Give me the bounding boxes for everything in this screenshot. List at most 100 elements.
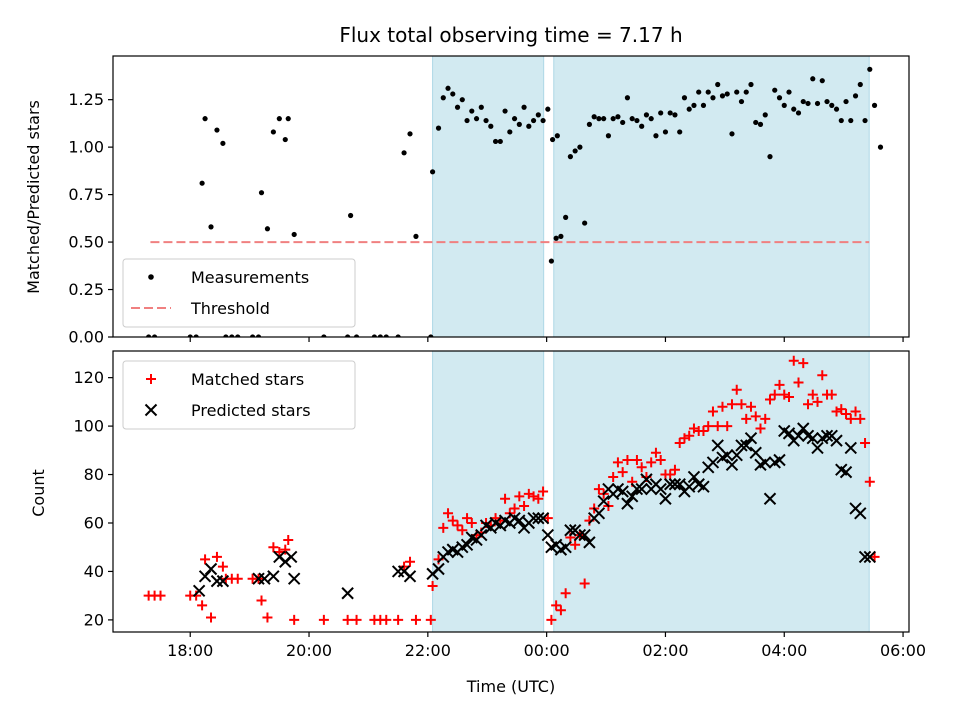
predicted-star-point — [287, 572, 301, 585]
measurement-point — [548, 258, 554, 264]
measurement-point — [715, 81, 721, 88]
measurement-point — [249, 334, 256, 337]
predicted-star-point — [564, 524, 577, 537]
measurement-point — [772, 87, 778, 93]
matched-star-point — [443, 508, 454, 519]
measurement-point — [800, 98, 806, 105]
measurement-point — [639, 123, 645, 129]
matched-star-point — [674, 438, 685, 449]
measurement-point — [696, 89, 702, 95]
matched-star-point — [612, 457, 623, 468]
measurement-point — [795, 110, 802, 116]
matched-star-point — [869, 551, 880, 562]
matched-star-point — [803, 399, 814, 410]
legend: Matched stars Predicted stars — [122, 360, 356, 430]
measurement-point — [429, 169, 436, 175]
predicted-star-point — [782, 427, 796, 440]
x-tick-label: 18:00 — [167, 641, 213, 660]
predicted-star-point — [654, 482, 667, 496]
matched-star-point — [318, 614, 329, 625]
predicted-star-point — [763, 492, 777, 505]
predicted-star-point — [687, 470, 701, 484]
measurement-point — [563, 214, 569, 220]
matched-star-point — [500, 493, 511, 504]
matched-star-point — [427, 580, 438, 591]
measurement-point — [530, 117, 537, 124]
predicted-star-point — [854, 507, 867, 520]
measurement-point — [345, 334, 351, 337]
measurement-point — [753, 119, 759, 126]
matched-star-point — [438, 522, 449, 533]
legend-label: Predicted stars — [191, 401, 311, 420]
matched-star-point — [707, 406, 718, 417]
legend-label: Measurements — [191, 268, 309, 287]
matched-star-point — [289, 614, 300, 625]
matched-star-point — [736, 399, 747, 410]
matched-star-point — [760, 413, 771, 424]
axes-frame — [112, 350, 910, 633]
matched-star-point — [206, 612, 217, 623]
measurement-point — [208, 224, 214, 230]
matched-star-point — [280, 544, 291, 555]
predicted-star-point — [773, 453, 786, 467]
matched-star-point — [836, 404, 847, 415]
measurement-point — [483, 117, 489, 124]
measurement-point — [511, 116, 518, 122]
measurement-point — [871, 102, 878, 108]
shaded-interval-0 — [432, 350, 545, 633]
matched-star-point — [425, 614, 436, 625]
measurement-point — [781, 102, 787, 108]
matched-star-point — [665, 469, 676, 480]
predicted-star-point — [839, 465, 853, 479]
measurement-point — [601, 116, 607, 122]
predicted-star-point — [285, 550, 298, 564]
measurement-point — [819, 78, 825, 84]
measurement-point — [786, 89, 792, 95]
measurement-point — [223, 334, 229, 337]
predicted-star-point — [527, 511, 540, 525]
measurement-point — [738, 98, 745, 105]
matched-star-point — [410, 614, 421, 625]
predicted-star-point — [597, 494, 610, 508]
measurement-point — [229, 334, 235, 337]
measurement-point — [857, 81, 863, 88]
matched-star-point — [570, 539, 581, 550]
predicted-star-point — [536, 511, 550, 525]
matched-star-point — [745, 401, 756, 412]
measurement-point — [833, 106, 840, 112]
matched-star-point — [405, 556, 416, 567]
predicted-star-point — [668, 478, 682, 491]
y-tick-label: 1.25 — [68, 90, 104, 109]
matched-star-point — [546, 614, 557, 625]
measurement-point — [276, 116, 282, 122]
matched-star-point — [798, 358, 809, 369]
measurement-point — [586, 121, 593, 127]
measurement-point — [440, 95, 446, 101]
measurement-point — [151, 334, 158, 337]
legend-box — [122, 258, 356, 328]
predicted-star-point — [797, 422, 810, 435]
matched-star-point — [268, 542, 279, 553]
y-tick-label: 0.00 — [68, 328, 104, 347]
matched-star-point — [617, 467, 628, 478]
measurement-point — [662, 129, 669, 135]
matched-star-point — [447, 515, 458, 526]
predicted-star-point — [749, 446, 762, 459]
measurement-point — [235, 334, 241, 337]
measurement-point — [615, 114, 621, 120]
predicted-star-point — [663, 478, 677, 491]
matched-star-point — [509, 503, 520, 514]
measurement-point — [401, 150, 407, 156]
predicted-star-point — [432, 562, 445, 576]
matched-star-point — [655, 455, 666, 466]
measurement-point — [567, 154, 574, 160]
measurement-point — [743, 89, 749, 95]
measurement-point — [681, 95, 688, 101]
shaded-interval-0 — [432, 55, 545, 338]
legend-measurement-swatch — [148, 274, 154, 280]
matched-star-point — [256, 595, 267, 606]
matched-star-point — [457, 525, 468, 536]
measurement-point — [691, 102, 697, 108]
measurement-point — [700, 102, 707, 108]
matched-star-point — [381, 614, 392, 625]
